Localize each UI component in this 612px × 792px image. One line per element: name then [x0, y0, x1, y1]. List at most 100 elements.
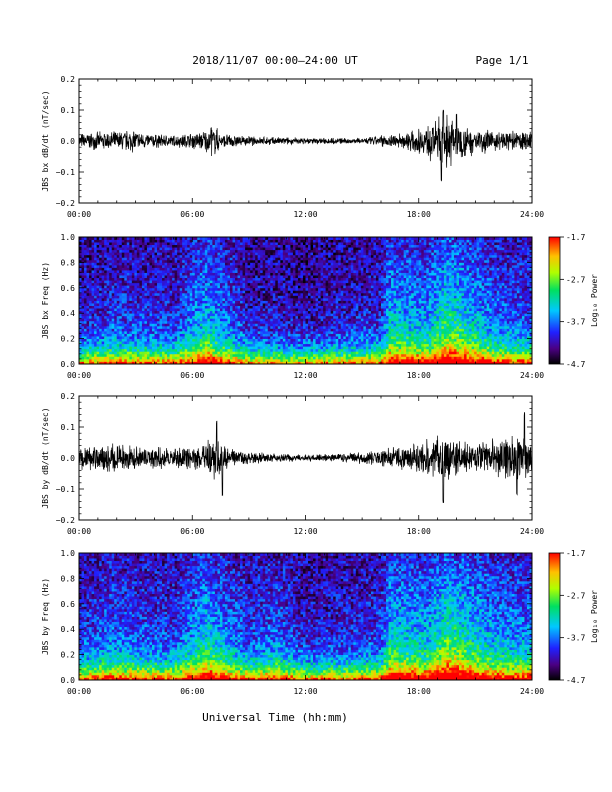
- spectrogram-cell: [164, 277, 168, 281]
- spectrogram-cell: [257, 300, 261, 304]
- spectrogram-cell: [292, 361, 296, 365]
- spectrogram-cell: [182, 257, 186, 261]
- spectrogram-cell: [232, 358, 236, 362]
- spectrogram-cell: [184, 341, 188, 345]
- spectrogram-cell: [101, 254, 105, 258]
- spectrogram-cell: [167, 295, 170, 299]
- spectrogram-cell: [235, 346, 238, 350]
- spectrogram-cell: [280, 259, 284, 263]
- spectrogram-cell: [159, 320, 163, 324]
- spectrogram-cell: [257, 320, 261, 324]
- spectrogram-cell: [151, 323, 155, 327]
- spectrogram-cell: [146, 242, 150, 246]
- spectrogram-cell: [187, 310, 191, 314]
- spectrogram-cell: [144, 252, 148, 256]
- spectrogram-cell: [136, 282, 140, 286]
- spectrogram-cell: [252, 270, 256, 273]
- spectrogram-cell: [162, 300, 165, 304]
- spectrogram-cell: [91, 308, 95, 312]
- spectrogram-cell: [265, 252, 269, 256]
- spectrogram-cell: [310, 239, 314, 243]
- spectrogram-cell: [310, 257, 314, 261]
- spectrogram-cell: [106, 323, 110, 327]
- spectrogram-cell: [197, 292, 201, 296]
- spectrogram-cell: [167, 353, 170, 357]
- spectrogram-cell: [106, 292, 110, 296]
- spectrogram-cell: [167, 257, 170, 261]
- spectrogram-cell: [94, 257, 98, 261]
- spectrogram-cell: [109, 292, 113, 296]
- spectrogram-cell: [240, 300, 243, 304]
- spectrogram-cell: [275, 280, 279, 284]
- spectrogram-cell: [272, 343, 276, 347]
- spectrogram-cell: [247, 308, 251, 312]
- spectrogram-cell: [255, 361, 259, 365]
- spectrogram-cell: [214, 259, 218, 263]
- spectrogram-cell: [320, 300, 324, 304]
- spectrogram-cell: [162, 297, 165, 301]
- spectrogram-cell: [177, 244, 181, 248]
- spectrogram-cell: [146, 358, 150, 362]
- spectrogram-cell: [134, 305, 138, 309]
- spectrogram-cell: [313, 356, 316, 360]
- spectrogram-cell: [106, 264, 110, 268]
- spectrogram-cell: [250, 275, 254, 279]
- spectrogram-cell: [272, 353, 276, 357]
- spectrogram-cell: [182, 290, 186, 294]
- spectrogram-cell: [172, 275, 176, 279]
- spectrogram-cell: [222, 242, 226, 246]
- spectrogram-cell: [252, 290, 256, 294]
- spectrogram-cell: [217, 285, 221, 289]
- spectrogram-cell: [265, 292, 269, 296]
- spectrogram-cell: [136, 257, 140, 261]
- spectrogram-cell: [167, 323, 170, 327]
- spectrogram-cell: [167, 348, 170, 352]
- spectrogram-cell: [275, 336, 279, 339]
- spectrogram-cell: [222, 318, 226, 322]
- spectrogram-cell: [116, 277, 120, 281]
- spectrogram-cell: [111, 303, 115, 306]
- spectrogram-cell: [99, 244, 103, 248]
- spectrogram-cell: [162, 328, 165, 332]
- spectrogram-cell: [192, 292, 196, 296]
- spectrogram-cell: [204, 249, 208, 253]
- spectrogram-cell: [81, 323, 85, 327]
- spectrogram-cell: [302, 305, 306, 309]
- spectrogram-cell: [224, 315, 228, 319]
- spectrogram-cell: [285, 333, 289, 337]
- spectrogram-cell: [305, 272, 309, 276]
- spectrogram-cell: [285, 320, 289, 324]
- spectrogram-cell: [230, 336, 233, 339]
- spectrogram-cell: [157, 277, 160, 281]
- spectrogram-cell: [219, 292, 223, 296]
- spectrogram-cell: [104, 247, 108, 251]
- spectrogram-cell: [305, 338, 309, 342]
- spectrogram-cell: [94, 244, 98, 248]
- spectrogram-cell: [230, 244, 233, 248]
- spectrogram-cell: [154, 270, 158, 273]
- spectrogram-cell: [94, 280, 98, 284]
- spectrogram-cell: [169, 346, 173, 350]
- spectrogram-cell: [114, 343, 118, 347]
- spectrogram-cell: [242, 262, 246, 266]
- spectrogram-cell: [270, 333, 274, 337]
- spectrogram-cell: [126, 356, 130, 360]
- spectrogram-cell: [99, 242, 103, 246]
- spectrogram-cell: [222, 358, 226, 362]
- spectrogram-cell: [129, 239, 133, 243]
- spectrogram-cell: [124, 292, 128, 296]
- spectrogram-cell: [320, 290, 324, 294]
- spectrogram-cell: [131, 247, 135, 251]
- spectrogram-cell: [197, 239, 201, 243]
- spectrogram-cell: [84, 328, 87, 332]
- spectrogram-cell: [164, 247, 168, 251]
- spectrogram-cell: [204, 358, 208, 362]
- spectrogram-cell: [194, 361, 198, 365]
- spectrogram-cell: [265, 254, 269, 258]
- spectrogram-cell: [189, 262, 193, 266]
- spectrogram-cell: [270, 247, 274, 251]
- spectrogram-cell: [255, 338, 259, 342]
- spectrogram-cell: [184, 270, 188, 273]
- spectrogram-cell: [101, 308, 105, 312]
- spectrogram-cell: [106, 336, 110, 339]
